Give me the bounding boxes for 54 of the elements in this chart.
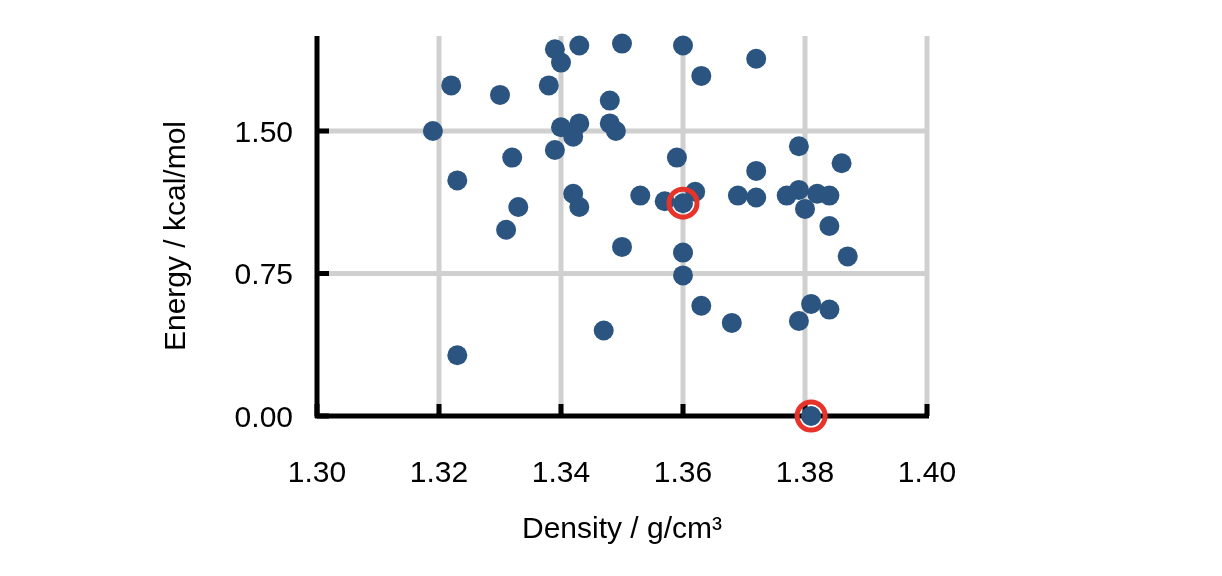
point	[538, 75, 559, 96]
point	[551, 52, 571, 73]
point	[691, 65, 712, 86]
x-tick-label: 1.34	[531, 455, 591, 488]
point	[727, 185, 748, 206]
point	[496, 219, 517, 240]
point	[569, 35, 590, 56]
point	[422, 121, 443, 141]
point	[605, 121, 626, 141]
point	[788, 179, 809, 200]
point	[447, 170, 468, 191]
point	[508, 197, 529, 217]
point	[819, 216, 840, 236]
x-tick-label: 1.36	[653, 455, 713, 488]
point	[630, 185, 651, 206]
point	[490, 84, 510, 105]
point	[612, 236, 632, 257]
y-axis-title: Energy / kcal/mol	[158, 120, 191, 352]
point	[502, 147, 523, 168]
point	[788, 136, 809, 157]
point	[612, 33, 632, 54]
y-tick-label: 0.75	[234, 257, 293, 290]
point	[447, 345, 468, 366]
point	[795, 198, 815, 219]
point	[569, 113, 590, 134]
point	[441, 75, 462, 96]
point	[819, 185, 840, 206]
point	[599, 90, 620, 111]
point	[801, 293, 822, 314]
point	[673, 242, 693, 263]
x-tick-label: 1.32	[409, 455, 469, 488]
point	[673, 265, 693, 286]
point	[794, 399, 828, 433]
point	[721, 312, 742, 333]
y-tick-label: 1.50	[234, 114, 293, 148]
x-axis-title: Density / g/cm³	[521, 511, 723, 544]
point	[666, 147, 687, 168]
x-tick-label: 1.38	[775, 455, 835, 488]
point	[788, 311, 809, 331]
point	[746, 187, 767, 208]
point	[569, 197, 590, 217]
point	[691, 295, 712, 316]
x-tick-label: 1.30	[287, 455, 347, 488]
point	[666, 186, 700, 220]
point	[673, 35, 693, 56]
point	[746, 160, 767, 181]
point	[831, 153, 852, 174]
x-tick-label: 1.40	[897, 455, 957, 488]
y-tick-label: 0.00	[234, 399, 293, 433]
point	[837, 246, 858, 267]
point	[746, 48, 767, 69]
point	[544, 140, 565, 160]
point	[593, 320, 614, 341]
point	[819, 299, 840, 320]
